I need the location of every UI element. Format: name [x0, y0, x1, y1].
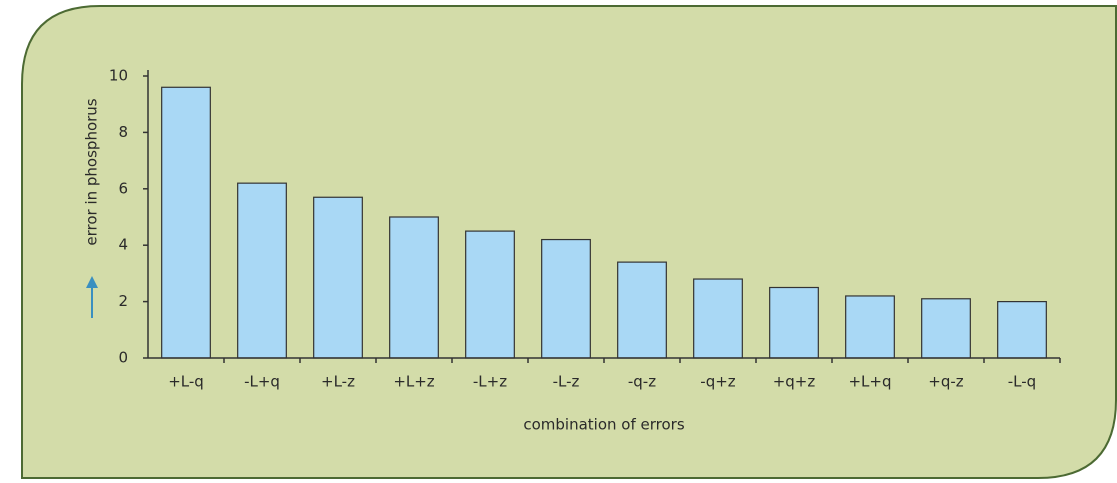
bar: [161, 86, 211, 359]
bar: [921, 298, 971, 359]
x-tick-label: -q+z: [700, 373, 736, 391]
x-axis-label: combination of errors: [523, 416, 684, 434]
y-tick-label: 2: [118, 292, 128, 310]
bar: [693, 278, 743, 359]
x-tick-label: -L-z: [553, 373, 580, 391]
y-arrow: [86, 276, 98, 318]
x-tick-label: -L-q: [1008, 373, 1036, 391]
x-tick-label: +L-q: [168, 373, 204, 391]
x-tick-label: -L+q: [244, 373, 280, 391]
y-tick-label: 8: [118, 123, 128, 141]
x-tick-label: +q-z: [928, 373, 964, 391]
bar: [769, 286, 819, 359]
x-tick-label: +L+q: [848, 373, 891, 391]
bar: [541, 238, 591, 359]
bar: [465, 230, 515, 359]
x-tick-label: -L+z: [473, 373, 507, 391]
y-axis-label: error in phosphorus: [83, 98, 101, 245]
bar: [313, 196, 363, 359]
bar: [237, 182, 287, 359]
bar: [997, 301, 1047, 359]
bar: [389, 216, 439, 359]
x-tick-label: +q+z: [773, 373, 816, 391]
x-tick-label: +L+z: [393, 373, 434, 391]
x-tick-label: -q-z: [628, 373, 656, 391]
y-tick-label: 10: [109, 67, 128, 85]
bar: [617, 261, 667, 359]
y-tick-label: 4: [118, 236, 128, 254]
bar: [845, 295, 895, 359]
y-tick-label: 0: [118, 349, 128, 367]
x-tick-label: +L-z: [321, 373, 355, 391]
y-tick-label: 6: [118, 179, 128, 197]
